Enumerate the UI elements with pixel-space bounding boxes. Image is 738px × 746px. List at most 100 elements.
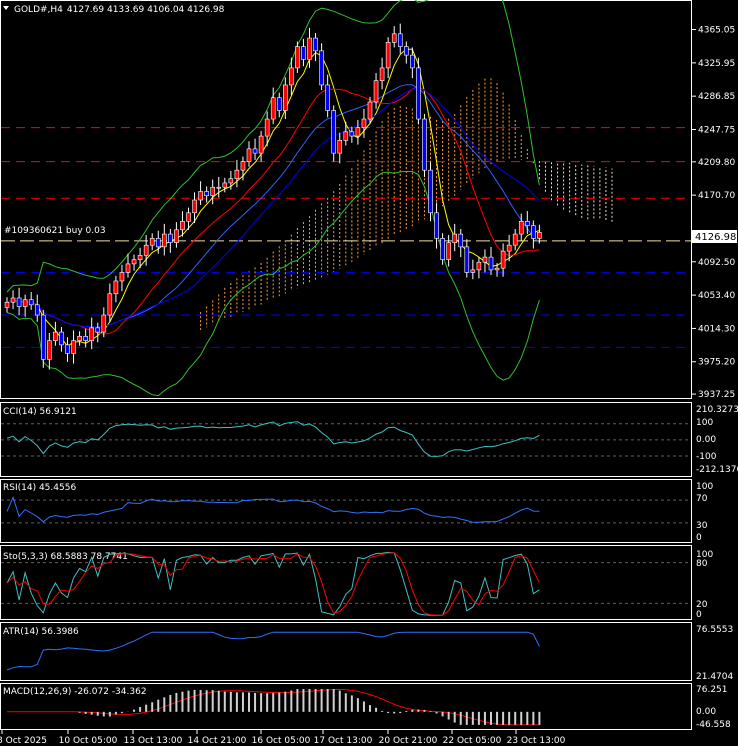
candle-body: [204, 191, 209, 197]
candle-body: [216, 186, 222, 189]
stochastic-label: Sto(5,3,3) 68.5883 78.7741: [3, 552, 128, 562]
candle-body: [531, 225, 536, 239]
time-tick-label: 22 Oct 05:00: [443, 736, 502, 746]
candle-body: [470, 269, 476, 273]
price-tick-label: 4365.05: [698, 26, 735, 36]
candle-body: [325, 84, 330, 111]
candle-body: [289, 67, 294, 86]
symbol-label: GOLD#,H4 4127.69 4133.69 4106.04 4126.98: [14, 5, 225, 15]
candle-body: [391, 33, 397, 43]
candle-body: [198, 191, 203, 201]
rsi-pane[interactable]: RSI(14) 45.4556: [0, 479, 692, 543]
candle-body: [22, 299, 28, 307]
macd-pane[interactable]: MACD(12,26,9) -26.072 -34.362: [0, 683, 692, 730]
candle-body: [355, 127, 361, 137]
candle-body: [4, 301, 10, 308]
candle-body: [186, 212, 191, 222]
candle-body: [270, 97, 276, 120]
candle-body: [313, 37, 318, 52]
price-tick-label: 3975.20: [698, 358, 735, 368]
indicator-line: [7, 688, 540, 726]
candle-body: [440, 238, 445, 260]
candle-body: [537, 232, 542, 239]
candle-body: [524, 221, 530, 226]
candle-body: [65, 344, 70, 354]
indicator-tick-label: 70: [696, 494, 708, 504]
time-tick-label: 20 Oct 21:00: [379, 736, 438, 746]
candle-body: [192, 199, 197, 214]
candle-body: [458, 233, 464, 248]
indicator-line: [6, 421, 540, 457]
indicator-tick-label: -46.558: [696, 720, 731, 730]
atr-label: ATR(14) 56.3986: [3, 627, 79, 637]
price-tick-label: 4247.75: [698, 125, 735, 135]
candle-body: [258, 135, 264, 154]
stochastic-pane[interactable]: Sto(5,3,3) 68.5883 78.7741: [0, 545, 692, 620]
candle-body: [246, 148, 252, 162]
candle-body: [149, 238, 155, 246]
indicator-tick-label: 0: [696, 610, 702, 620]
price-tick-label: 4209.80: [698, 158, 735, 168]
candle-body: [494, 267, 500, 271]
triangle-down-icon[interactable]: [3, 6, 9, 10]
price-pane[interactable]: 4365.05 4325.95 4286.85 4247.75 4209.80 4170.…: [0, 0, 738, 400]
candle-body: [361, 118, 367, 128]
indicator-line: [6, 631, 540, 671]
time-tick-label: 16 Oct 05:00: [252, 736, 311, 746]
candle-body: [10, 297, 16, 303]
indicator-tick-label: 0.00: [696, 707, 716, 717]
time-tick-label: 17 Oct 13:00: [314, 736, 373, 746]
candle-body: [452, 233, 458, 243]
candle-body: [113, 280, 119, 295]
price-axis: 4365.05 4325.95 4286.85 4247.75 4209.80 4170.…: [692, 26, 735, 400]
candle-body: [210, 186, 215, 197]
atr-pane[interactable]: ATR(14) 56.3986: [0, 622, 692, 681]
candle-body: [155, 238, 161, 248]
indicator-tick-label: 100: [696, 418, 713, 428]
price-tick-label: 3937.25: [698, 390, 735, 400]
price-tick-label: 4170.70: [698, 191, 735, 201]
cci-pane[interactable]: CCI(14) 56.9121: [0, 402, 692, 477]
indicator-tick-label: 76.251: [696, 685, 728, 695]
candle-body: [168, 233, 173, 243]
candle-body: [95, 327, 101, 333]
indicator-tick-label: 0.00: [696, 435, 716, 445]
candle-body: [410, 54, 415, 69]
candle-body: [282, 84, 288, 111]
candles: [4, 23, 542, 370]
indicator-tick-label: 21.4704: [696, 672, 733, 682]
candle-body: [319, 50, 324, 86]
rsi-label: RSI(14) 45.4556: [3, 483, 76, 493]
macd-label: MACD(12,26,9) -26.072 -34.362: [3, 687, 147, 697]
indicator-tick-label: 210.3273: [696, 405, 738, 415]
candle-body: [506, 244, 512, 252]
candle-body: [119, 272, 125, 282]
candle-body: [77, 336, 82, 341]
candle-body: [59, 331, 64, 346]
candle-body: [301, 46, 306, 60]
indicator-line: [6, 495, 540, 523]
candle-body: [222, 182, 228, 188]
candle-body: [518, 221, 524, 235]
candle-body: [264, 118, 270, 137]
time-tick-label: 14 Oct 21:00: [188, 736, 247, 746]
indicator-lines: [1, 421, 691, 726]
candle-body: [512, 233, 518, 246]
indicator-tick-label: -212.1376: [696, 465, 738, 475]
time-tick-label: 10 Oct 05:00: [59, 736, 118, 746]
price-tick-label: 4014.30: [698, 324, 735, 334]
candle-body: [16, 297, 22, 307]
candle-body: [71, 340, 76, 354]
candle-body: [422, 118, 427, 171]
candle-body: [488, 256, 494, 271]
candle-body: [295, 46, 300, 69]
candle-body: [162, 233, 167, 248]
candle-body: [373, 80, 379, 103]
candle-body: [40, 314, 46, 360]
candle-body: [349, 131, 355, 137]
price-tick-label: 4092.50: [698, 258, 735, 268]
candle-body: [89, 327, 94, 341]
candle-body: [107, 293, 113, 316]
candle-body: [47, 340, 52, 360]
